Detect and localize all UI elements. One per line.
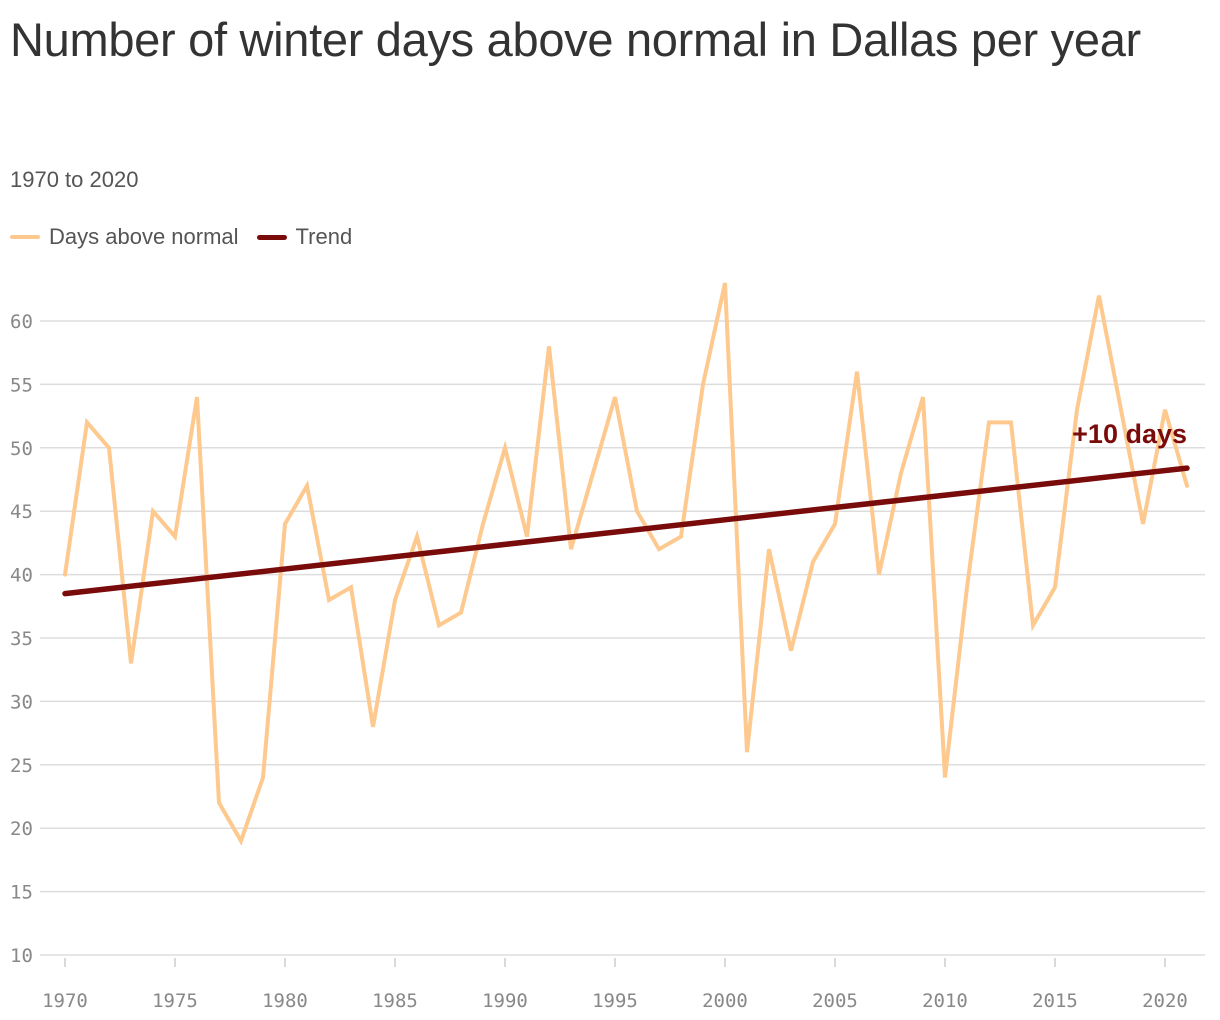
series-line-trend	[62, 465, 1190, 597]
x-tick-label: 1970	[42, 990, 88, 1012]
data-point	[525, 535, 529, 539]
data-point	[899, 471, 903, 475]
data-point	[63, 573, 67, 577]
data-point	[173, 535, 177, 539]
y-tick-label: 25	[10, 755, 33, 777]
data-point	[393, 598, 397, 602]
y-tick-label: 60	[10, 311, 33, 333]
data-point	[1053, 585, 1057, 589]
data-point	[437, 623, 441, 627]
y-tick-label: 50	[10, 438, 33, 460]
data-point	[283, 522, 287, 526]
data-point	[591, 471, 595, 475]
series-line-days-above-normal	[63, 282, 1189, 846]
data-point	[921, 395, 925, 399]
x-tick-label: 2000	[702, 990, 748, 1012]
data-point	[1097, 294, 1101, 298]
data-point	[1009, 420, 1013, 424]
data-point	[107, 446, 111, 450]
data-point	[349, 585, 353, 589]
data-point	[1075, 408, 1079, 412]
x-tick-label: 1995	[592, 990, 638, 1012]
x-tick-label: 1980	[262, 990, 308, 1012]
chart-title: Number of winter days above normal in Da…	[10, 13, 1141, 66]
data-point	[1119, 408, 1123, 412]
legend-swatch-days-above-normal	[10, 235, 40, 239]
data-point	[129, 661, 133, 665]
data-point	[877, 573, 881, 577]
data-point	[195, 395, 199, 399]
data-point	[85, 420, 89, 424]
data-point	[371, 725, 375, 729]
y-axis-ticks: 10 15 20 25 30 35 40 45 50 55 60	[10, 311, 33, 967]
data-point	[1141, 522, 1145, 526]
data-point	[701, 382, 705, 386]
legend-label-trend: Trend	[295, 224, 353, 249]
y-tick-label: 30	[10, 691, 33, 713]
x-tick-label: 2005	[812, 990, 858, 1012]
y-tick-label: 20	[10, 818, 33, 840]
y-tick-label: 55	[10, 374, 33, 396]
data-point	[415, 535, 419, 539]
data-point	[503, 446, 507, 450]
data-point	[943, 775, 947, 779]
data-point	[481, 522, 485, 526]
x-tick-label: 2010	[922, 990, 968, 1012]
x-tick-label: 1975	[152, 990, 198, 1012]
data-point	[745, 750, 749, 754]
legend-swatch-trend	[256, 234, 287, 240]
y-tick-label: 10	[10, 945, 33, 967]
annotations: +10 days	[1072, 419, 1187, 449]
data-point	[635, 509, 639, 513]
gridlines	[40, 320, 1205, 956]
x-tick-label: 1990	[482, 990, 528, 1012]
y-tick-label: 15	[10, 882, 33, 904]
y-tick-label: 35	[10, 628, 33, 650]
data-point	[239, 839, 243, 843]
data-point	[547, 344, 551, 348]
legend-item-trend: Trend	[256, 223, 353, 251]
x-tick-label: 1985	[372, 990, 418, 1012]
data-point	[965, 585, 969, 589]
x-axis-ticks: 1970 1975 1980 1985 1990 1995 2000 2005 2010 2015…	[42, 958, 1188, 1012]
series	[62, 281, 1190, 846]
data-point	[569, 547, 573, 551]
data-point	[261, 775, 265, 779]
data-point	[789, 649, 793, 653]
data-point	[723, 281, 727, 285]
x-tick-label: 2020	[1142, 990, 1188, 1012]
legend-item-days-above-normal: Days above normal	[10, 223, 239, 251]
data-point	[613, 395, 617, 399]
data-point	[217, 801, 221, 805]
data-point	[151, 509, 155, 513]
legend: Days above normal Trend	[10, 223, 370, 251]
data-point	[305, 484, 309, 488]
data-point	[1185, 484, 1189, 488]
y-tick-label: 45	[10, 501, 33, 523]
data-point	[811, 560, 815, 564]
data-point	[327, 598, 331, 602]
trend-annotation: +10 days	[1072, 419, 1187, 449]
data-point	[987, 420, 991, 424]
data-point	[833, 522, 837, 526]
chart-subtitle: 1970 to 2020	[10, 167, 139, 192]
data-point	[855, 370, 859, 374]
data-point	[1163, 408, 1167, 412]
x-tick-label: 2015	[1032, 990, 1078, 1012]
data-point	[767, 547, 771, 551]
data-point	[679, 535, 683, 539]
legend-label-days-above-normal: Days above normal	[49, 224, 239, 249]
data-point	[1031, 623, 1035, 627]
data-point	[459, 611, 463, 615]
y-tick-label: 40	[10, 565, 33, 587]
data-point	[657, 547, 661, 551]
